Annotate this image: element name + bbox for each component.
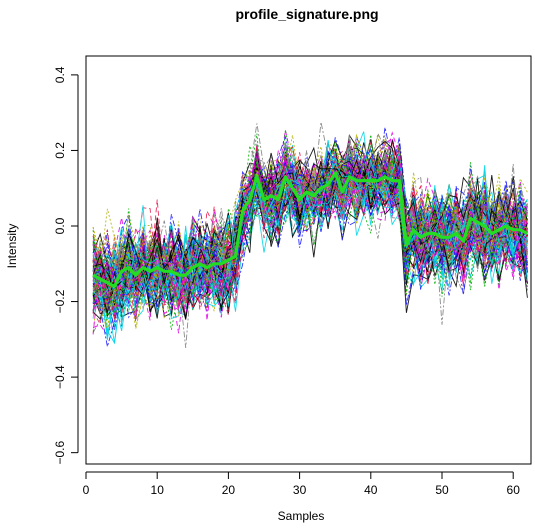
y-tick-label: 0.2 bbox=[53, 142, 67, 159]
plot-frame bbox=[85, 55, 532, 465]
background-line bbox=[92, 171, 528, 310]
y-tick-label: −0.4 bbox=[53, 365, 67, 389]
chart-title: profile_signature.png bbox=[235, 6, 378, 22]
background-line bbox=[92, 158, 528, 315]
background-profile-lines bbox=[92, 122, 528, 348]
y-axis-label: Intensity bbox=[5, 224, 19, 269]
x-tick-label: 0 bbox=[83, 483, 90, 497]
background-line bbox=[92, 152, 528, 290]
background-line bbox=[92, 163, 528, 329]
x-tick-label: 30 bbox=[293, 483, 307, 497]
y-axis: −0.6 −0.4 −0.2 0.0 0.2 0.4 bbox=[53, 66, 79, 465]
background-line bbox=[92, 155, 528, 335]
background-line bbox=[92, 152, 528, 318]
x-tick-label: 50 bbox=[435, 483, 449, 497]
x-axis: 0 10 20 30 40 50 60 bbox=[83, 471, 521, 497]
signature-series bbox=[92, 171, 529, 288]
x-tick-label: 10 bbox=[151, 483, 165, 497]
x-tick-label: 40 bbox=[364, 483, 378, 497]
background-line bbox=[92, 173, 528, 331]
background-line bbox=[92, 147, 528, 304]
background-line bbox=[92, 169, 528, 341]
x-tick-label: 60 bbox=[507, 483, 521, 497]
x-axis-label: Samples bbox=[278, 509, 325, 523]
y-tick-label: −0.6 bbox=[53, 441, 67, 465]
background-line bbox=[92, 122, 528, 307]
y-tick-label: 0.4 bbox=[53, 66, 67, 83]
background-line bbox=[92, 141, 528, 296]
background-line bbox=[92, 153, 528, 304]
background-line bbox=[92, 151, 528, 330]
background-line bbox=[92, 164, 528, 300]
x-tick-label: 20 bbox=[222, 483, 236, 497]
y-tick-label: 0.0 bbox=[53, 217, 67, 234]
signature-line bbox=[92, 171, 529, 288]
background-line bbox=[92, 155, 528, 314]
background-line bbox=[92, 163, 528, 319]
background-line bbox=[92, 134, 528, 283]
y-tick-label: −0.2 bbox=[53, 289, 67, 313]
